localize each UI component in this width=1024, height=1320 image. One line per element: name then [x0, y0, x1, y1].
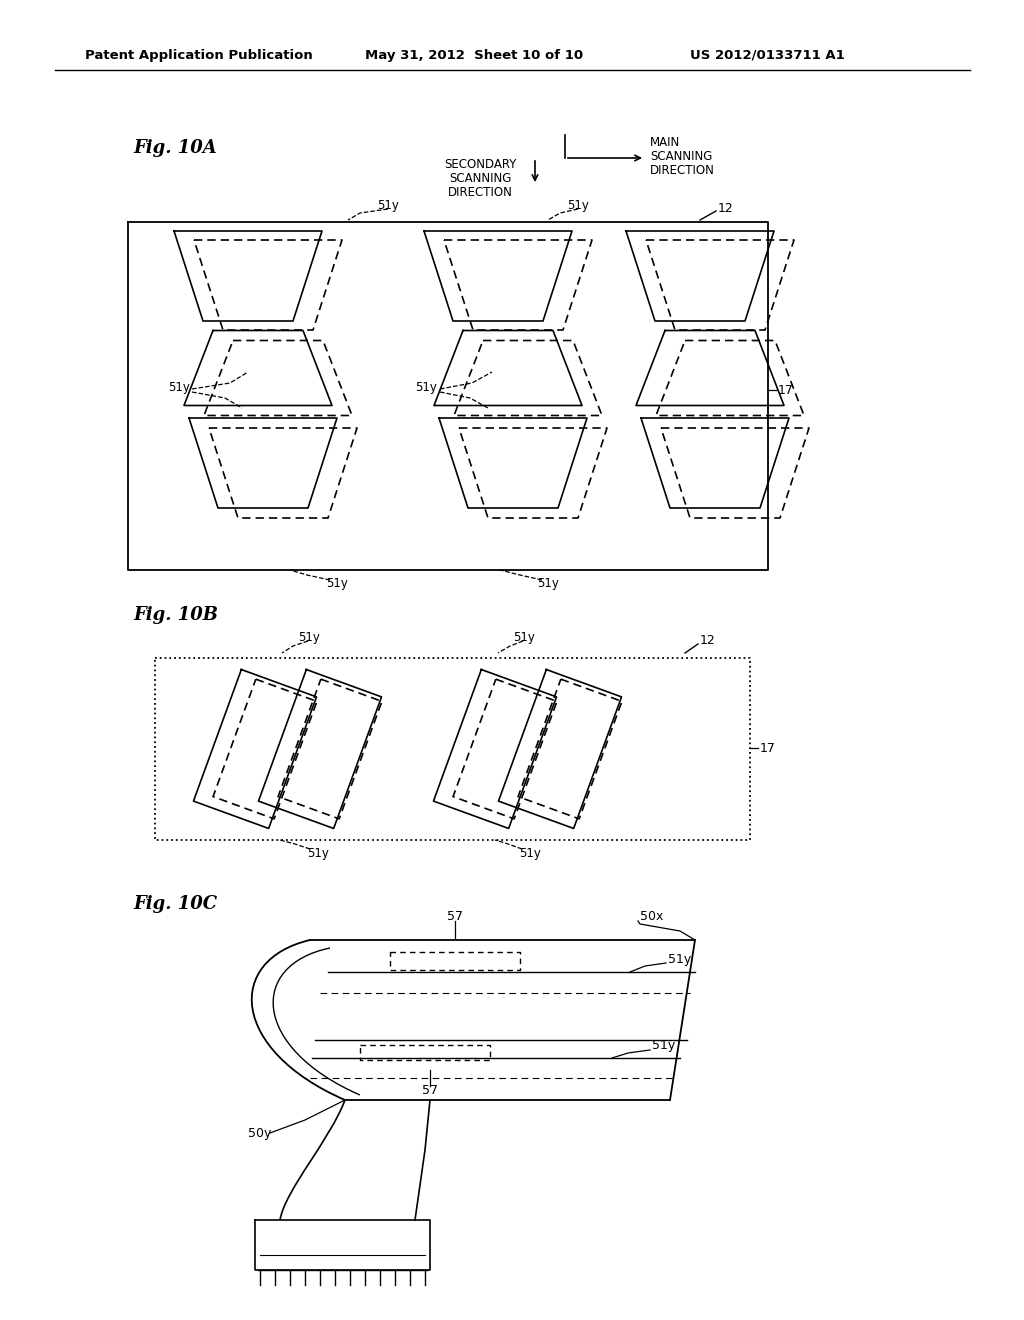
Text: DIRECTION: DIRECTION: [447, 186, 512, 199]
Text: SCANNING: SCANNING: [650, 150, 713, 164]
Text: 17: 17: [760, 742, 776, 755]
Text: 51y: 51y: [668, 953, 691, 966]
Text: Fig. 10A: Fig. 10A: [133, 139, 217, 157]
Text: 51y: 51y: [513, 631, 535, 644]
Text: Fig. 10B: Fig. 10B: [133, 606, 218, 624]
Text: Fig. 10C: Fig. 10C: [133, 895, 217, 913]
Text: May 31, 2012  Sheet 10 of 10: May 31, 2012 Sheet 10 of 10: [365, 49, 583, 62]
Text: DIRECTION: DIRECTION: [650, 165, 715, 177]
Text: 51y: 51y: [168, 381, 189, 395]
Text: MAIN: MAIN: [650, 136, 680, 149]
Text: 57: 57: [447, 911, 463, 924]
Text: SECONDARY: SECONDARY: [443, 158, 516, 172]
Text: 17: 17: [778, 384, 794, 396]
Text: 50x: 50x: [640, 911, 664, 924]
Text: 12: 12: [700, 635, 716, 648]
Text: 51y: 51y: [519, 846, 541, 859]
Text: US 2012/0133711 A1: US 2012/0133711 A1: [690, 49, 845, 62]
Text: 51y: 51y: [326, 578, 348, 590]
Text: 57: 57: [422, 1084, 438, 1097]
Text: Patent Application Publication: Patent Application Publication: [85, 49, 312, 62]
Text: 51y: 51y: [377, 198, 399, 211]
Text: 51y: 51y: [298, 631, 319, 644]
Text: 51y: 51y: [652, 1040, 675, 1052]
Text: 51y: 51y: [567, 198, 589, 211]
Text: 51y: 51y: [415, 381, 437, 395]
Text: 50y: 50y: [248, 1126, 271, 1139]
Text: 51y: 51y: [307, 846, 329, 859]
Text: SCANNING: SCANNING: [449, 173, 511, 186]
Text: 12: 12: [718, 202, 734, 214]
Text: 51y: 51y: [537, 578, 559, 590]
